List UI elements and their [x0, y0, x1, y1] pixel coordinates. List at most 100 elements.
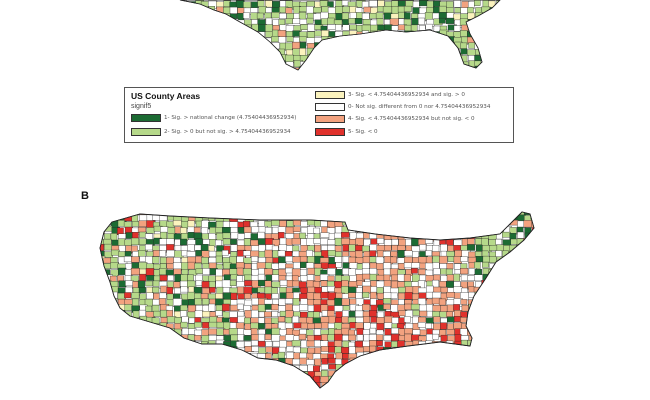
- county-cell: [244, 48, 252, 56]
- county-cell: [138, 358, 148, 365]
- county-cell: [510, 238, 518, 245]
- county-cell: [474, 347, 482, 354]
- county-cell: [292, 226, 301, 232]
- legend-item-class-3: 3- Sig. < 4.75404436952934 and sig. > 0: [315, 90, 465, 100]
- county-cell: [153, 310, 161, 317]
- county-cell: [461, 388, 469, 395]
- county-cell: [216, 352, 224, 362]
- county-cell: [362, 215, 372, 222]
- county-cell: [377, 357, 385, 365]
- county-cell: [100, 304, 107, 312]
- county-cell: [208, 321, 218, 328]
- county-cell: [187, 6, 197, 14]
- county-cell: [460, 256, 468, 262]
- county-cell: [411, 268, 418, 274]
- county-cell: [307, 79, 316, 80]
- county-cell: [368, 334, 377, 341]
- county-cell: [375, 48, 385, 55]
- county-cell: [341, 49, 348, 58]
- county-cell: [125, 346, 135, 354]
- county-cell: [369, 365, 377, 372]
- county-cell: [195, 42, 204, 50]
- county-cell: [419, 244, 427, 251]
- county-cell: [236, 31, 245, 40]
- county-cell: [488, 215, 497, 222]
- county-cell: [313, 49, 323, 56]
- county-cell: [474, 377, 483, 383]
- county-cell: [495, 309, 504, 317]
- legend-item-class-4: 4- Sig. < 4.75404436952934 but not sig. …: [315, 114, 475, 124]
- county-cell: [230, 60, 240, 69]
- county-cell: [244, 310, 252, 319]
- county-cell: [166, 376, 175, 384]
- county-cell: [173, 359, 183, 367]
- county-cell: [383, 359, 393, 366]
- county-cell: [530, 376, 534, 382]
- county-cell: [194, 17, 202, 26]
- county-cell: [349, 54, 356, 62]
- county-cell: [131, 358, 139, 367]
- county-cell: [425, 79, 433, 80]
- county-cell: [412, 212, 421, 217]
- county-cell: [145, 328, 153, 337]
- county-cell: [390, 55, 400, 63]
- county-cell: [124, 381, 134, 388]
- county-cell: [488, 60, 496, 67]
- county-cell: [530, 317, 534, 326]
- county-cell: [364, 78, 372, 80]
- county-cell: [187, 274, 194, 282]
- county-cell: [341, 377, 351, 386]
- county-cell: [488, 212, 497, 217]
- county-cell: [495, 364, 504, 371]
- county-cell: [174, 365, 184, 372]
- county-cell: [230, 232, 239, 239]
- county-cell: [292, 376, 301, 383]
- county-cell: [391, 389, 398, 397]
- county-cell: [453, 304, 460, 311]
- county-cell: [495, 11, 500, 19]
- county-cell: [440, 67, 448, 70]
- county-cell: [292, 212, 302, 216]
- county-cell: [146, 323, 154, 330]
- county-cell: [384, 220, 392, 229]
- county-cell: [419, 41, 429, 50]
- legend-label: 4- Sig. < 4.75404436952934 but not sig. …: [348, 116, 475, 122]
- county-cell: [251, 389, 258, 396]
- county-cell: [538, 263, 547, 271]
- county-cell: [118, 245, 126, 253]
- county-cell: [271, 334, 281, 342]
- county-cell: [132, 298, 139, 307]
- county-cell: [272, 382, 280, 388]
- county-cell: [299, 232, 306, 240]
- county-cell: [530, 213, 534, 220]
- county-cell: [426, 333, 434, 342]
- county-cell: [244, 214, 254, 223]
- county-cell: [179, 370, 188, 379]
- county-cell: [243, 238, 251, 246]
- county-cell: [313, 238, 321, 244]
- county-cell: [362, 304, 371, 311]
- county-cell: [145, 364, 155, 372]
- county-cell: [362, 66, 371, 70]
- county-cell: [223, 359, 231, 367]
- county-cell: [363, 389, 372, 394]
- county-cell: [174, 371, 184, 379]
- county-cell: [475, 17, 485, 25]
- county-cell: [355, 389, 363, 395]
- county-cell: [510, 383, 518, 388]
- county-cell: [371, 73, 380, 80]
- county-cell: [271, 281, 281, 288]
- county-cell: [237, 25, 247, 34]
- county-cell: [221, 377, 231, 385]
- county-cell: [440, 78, 447, 80]
- county-cell: [460, 346, 469, 355]
- county-cell: [384, 49, 392, 57]
- county-cell: [362, 273, 371, 280]
- county-cell: [418, 341, 427, 350]
- county-cell: [474, 340, 483, 348]
- county-cell: [237, 212, 245, 215]
- county-cell: [419, 383, 429, 388]
- county-cell: [237, 54, 246, 63]
- county-cell: [314, 388, 320, 395]
- county-cell: [411, 359, 421, 368]
